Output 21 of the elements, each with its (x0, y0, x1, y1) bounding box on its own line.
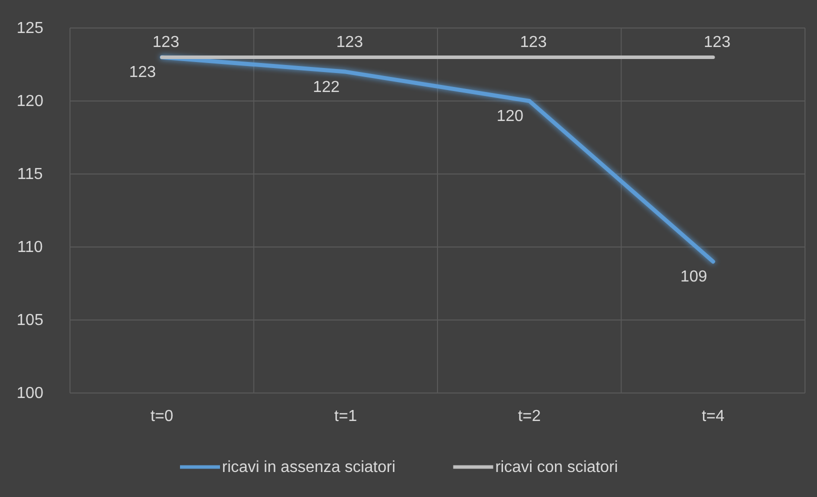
data-label: 122 (312, 78, 340, 96)
line-series (160, 55, 716, 264)
x-tick-label: t=1 (334, 408, 358, 425)
y-tick-label: 105 (16, 312, 44, 329)
x-tick-label: t=0 (150, 408, 174, 425)
data-label: 109 (680, 268, 708, 286)
y-tick-label: 120 (16, 93, 44, 110)
y-tick-label: 100 (16, 385, 44, 402)
data-label: 123 (152, 34, 180, 52)
data-label: 120 (496, 108, 524, 125)
legend-label: ricavi con sciatori (495, 459, 618, 476)
data-label: 123 (336, 34, 364, 52)
data-label: 123 (129, 64, 156, 82)
x-tick-label: t=4 (702, 408, 725, 425)
y-tick-label: 115 (17, 166, 43, 183)
data-label: 123 (520, 34, 547, 52)
legend-label: ricavi in assenza sciatori (222, 459, 396, 476)
y-tick-label: 110 (17, 239, 43, 256)
data-label: 123 (704, 34, 731, 52)
x-tick-label: t=2 (518, 408, 541, 425)
y-tick-label: 125 (16, 20, 44, 37)
